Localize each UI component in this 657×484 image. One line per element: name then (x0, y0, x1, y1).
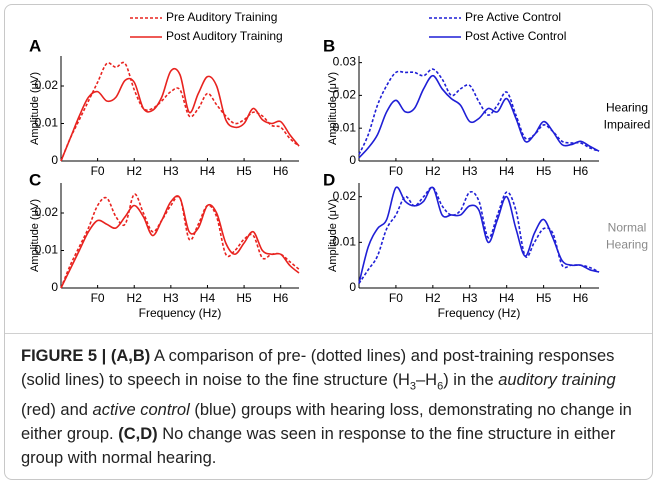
x-tick-label: H4 (499, 164, 515, 178)
x-tick-label: F0 (389, 291, 403, 305)
y-tick-label: 0 (51, 280, 58, 294)
row-label: Normal (608, 221, 647, 235)
x-tick-label: H3 (462, 291, 478, 305)
figure: A Amplitude (μV) 0 0.01 0.02 F0 H2 H3 H4 H5 H6 Pre … (4, 4, 653, 480)
y-tick-label: 0.01 (35, 116, 59, 130)
x-tick-label: H6 (273, 164, 289, 178)
y-tick-label: 0 (349, 153, 356, 167)
caption-run: auditory training (498, 371, 616, 389)
x-axis-label: Frequency (Hz) (139, 306, 222, 320)
x-tick-label: H4 (499, 291, 515, 305)
data-line (60, 195, 300, 289)
y-tick-label: 0.01 (333, 120, 357, 134)
y-axis-label: Amplitude (μV) (29, 72, 41, 145)
x-tick-label: F0 (91, 291, 105, 305)
y-tick-label: 0.01 (35, 243, 59, 257)
caption-run: (red) and (21, 401, 93, 420)
data-line (358, 186, 600, 284)
x-tick-label: H6 (573, 291, 589, 305)
caption-run: (C,D) (118, 425, 158, 444)
data-line (60, 67, 300, 162)
x-tick-label: H3 (163, 164, 179, 178)
x-tick-label: H5 (236, 291, 252, 305)
x-tick-label: H6 (573, 164, 589, 178)
data-line (358, 68, 600, 155)
x-tick-label: H3 (163, 291, 179, 305)
row-label: Hearing (606, 101, 648, 115)
data-line (358, 186, 600, 284)
caption-run: 3 (409, 380, 416, 393)
x-tick-label: H4 (200, 291, 216, 305)
y-axis-label: Amplitude (μV) (327, 199, 339, 272)
x-tick-label: H2 (425, 164, 441, 178)
caption-run: ) in the (443, 371, 499, 389)
x-tick-label: H3 (462, 164, 478, 178)
panel-label: B (323, 36, 335, 55)
row-label: Hearing (606, 238, 648, 252)
legend-label: Pre Auditory Training (166, 10, 277, 24)
y-tick-label: 0.02 (35, 78, 59, 92)
charts: A Amplitude (μV) 0 0.01 0.02 F0 H2 H3 H4 H5 H6 Pre … (29, 10, 651, 320)
legend-label: Post Active Control (465, 29, 566, 43)
x-tick-label: H2 (425, 291, 441, 305)
y-tick-label: 0.02 (333, 189, 357, 203)
legend-label: Pre Active Control (465, 10, 561, 24)
y-tick-label: 0.01 (333, 235, 357, 249)
y-axis-label: Amplitude (μV) (327, 72, 339, 145)
caption-run: 6 (437, 380, 444, 393)
y-tick-label: 0.02 (333, 88, 357, 102)
legend-label: Post Auditory Training (166, 29, 283, 43)
caption-run: No change was seen in response to the fi… (21, 425, 616, 468)
panel-label: A (29, 36, 41, 55)
caption-run: A comparison of pre- (dotted lines) and … (21, 347, 615, 389)
data-line (358, 74, 600, 159)
x-tick-label: F0 (91, 164, 105, 178)
caption-run: FIGURE 5 | (A,B) (21, 347, 151, 365)
x-tick-label: H6 (273, 291, 289, 305)
x-tick-label: H4 (200, 164, 216, 178)
x-tick-label: F0 (389, 164, 403, 178)
caption: FIGURE 5 | (A,B) A comparison of pre- (d… (5, 333, 652, 479)
data-line (60, 61, 300, 162)
y-tick-label: 0.02 (35, 205, 59, 219)
x-tick-label: H5 (536, 164, 552, 178)
x-tick-label: H5 (536, 291, 552, 305)
y-tick-label: 0 (51, 153, 58, 167)
y-tick-label: 0 (349, 280, 356, 294)
x-tick-label: H2 (127, 291, 143, 305)
x-tick-label: H2 (127, 164, 143, 178)
caption-run: (blue) groups with hearing loss, demonst… (21, 401, 632, 444)
caption-run: active control (92, 401, 190, 420)
data-line (60, 193, 300, 289)
x-tick-label: H5 (236, 164, 252, 178)
caption-run: –H (415, 371, 438, 389)
row-label: Impaired (604, 118, 651, 132)
y-axis-label: Amplitude (μV) (29, 199, 41, 272)
x-axis-label: Frequency (Hz) (438, 306, 521, 320)
y-tick-label: 0.03 (333, 55, 357, 69)
panel-label: D (323, 170, 335, 189)
panel-label: C (29, 170, 41, 189)
